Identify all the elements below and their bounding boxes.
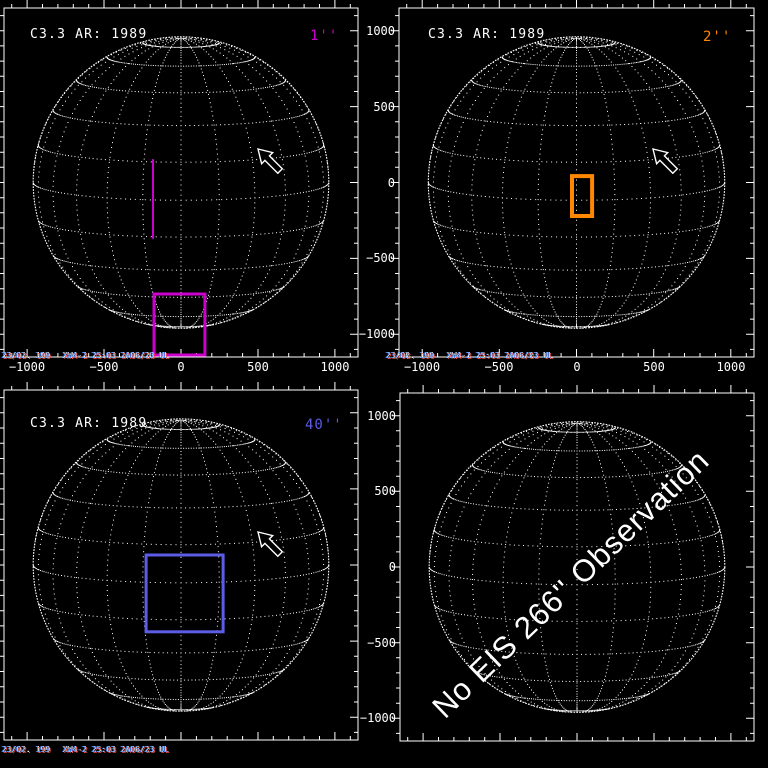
y-axis-tick-label: 0 <box>387 176 395 190</box>
x-axis-tick-label: 1000 <box>716 360 746 374</box>
north-direction-arrow-icon <box>652 148 679 175</box>
north-direction-arrow-icon <box>257 148 284 175</box>
panel-top-left-title: C3.3 AR: 1989 <box>30 27 148 42</box>
x-axis-tick-label: −500 <box>89 360 119 374</box>
y-axis-tick-label: 500 <box>374 484 396 498</box>
solar-limb-top-left <box>32 36 330 329</box>
panel-top-left-resolution-label: 1'' <box>310 28 339 44</box>
y-axis-tick-label: −1000 <box>358 327 395 341</box>
x-axis-tick-label: 500 <box>643 360 665 374</box>
heliographic-grid-top-left <box>32 37 330 329</box>
x-axis-tick-label: 0 <box>573 360 581 374</box>
axis-frame-bottom-left <box>3 389 359 741</box>
panel-bottom-left-resolution-label: 40'' <box>305 417 343 433</box>
solar-limb-bottom-right <box>428 421 726 713</box>
y-axis-tick-label: −1000 <box>359 711 396 725</box>
panel-bottom-left-title: C3.3 AR: 1989 <box>30 416 148 431</box>
y-axis-tick-label: −500 <box>367 636 396 650</box>
y-axis-tick-label: 1000 <box>366 24 395 38</box>
eis-slot-fov-40arcsec <box>144 553 225 634</box>
y-axis-tick-label: 500 <box>373 100 395 114</box>
y-axis-tick-label: 1000 <box>367 409 396 423</box>
solar-limb-top-right <box>427 36 726 329</box>
y-axis-tick-label: 0 <box>388 560 396 574</box>
axis-frame-top-left <box>3 7 359 358</box>
axis-ticks-top-left <box>0 0 358 357</box>
eis-slit-fov-1arcsec <box>152 159 154 239</box>
axis-ticks-bottom-right <box>392 385 754 741</box>
panel-top-right-title: C3.3 AR: 1989 <box>428 27 546 42</box>
heliographic-grid-top-right <box>427 37 726 329</box>
axis-ticks-top-right <box>391 0 754 357</box>
heliographic-grid-bottom-left <box>32 419 330 712</box>
x-axis-tick-label: −1000 <box>8 360 46 374</box>
south-limb-fov-box <box>152 292 207 357</box>
axis-frame-bottom-right <box>399 392 755 742</box>
panel-top-right-resolution-label: 2'' <box>703 29 732 45</box>
eis-slit-fov-2arcsec <box>570 174 595 219</box>
north-direction-arrow-icon <box>257 531 284 558</box>
x-axis-tick-label: −500 <box>484 360 514 374</box>
x-axis-tick-label: 500 <box>247 360 269 374</box>
y-axis-tick-label: −500 <box>366 251 395 265</box>
axis-frame-top-right <box>398 7 755 358</box>
x-axis-tick-label: 1000 <box>320 360 350 374</box>
axis-ticks-bottom-left <box>0 382 358 740</box>
x-axis-tick-label: 0 <box>177 360 185 374</box>
x-axis-tick-label: −1000 <box>403 360 441 374</box>
solar-limb-bottom-left <box>32 418 330 712</box>
